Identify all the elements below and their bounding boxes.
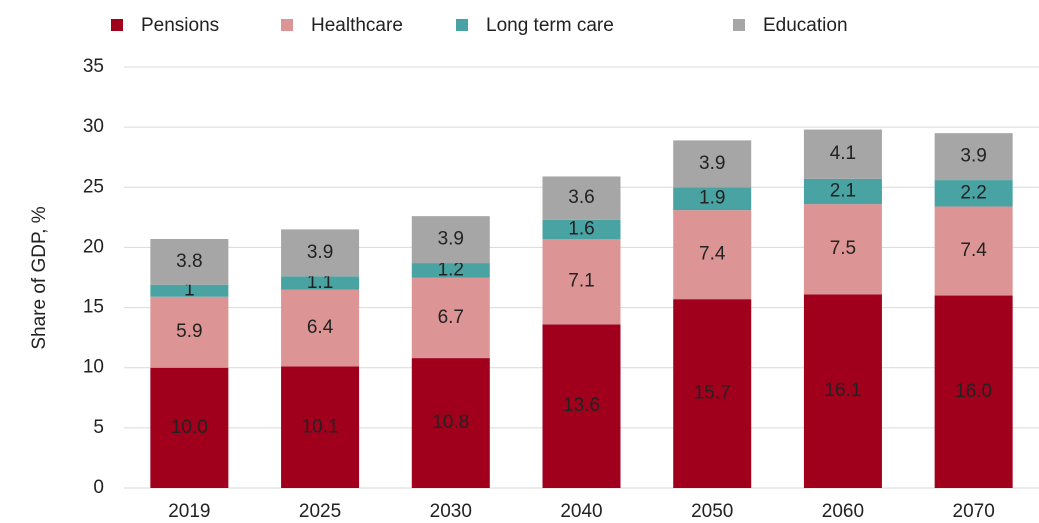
- x-tick-label: 2060: [822, 501, 864, 522]
- bar-segment: [150, 367, 229, 488]
- y-tick-label: 5: [93, 417, 104, 438]
- bar-segment: [673, 210, 752, 300]
- bar-segment: [542, 219, 621, 240]
- x-tick-label: 2025: [299, 501, 341, 522]
- x-tick-label: 2019: [168, 501, 210, 522]
- x-tick-label: 2030: [430, 501, 472, 522]
- value-label: 7.4: [699, 244, 726, 265]
- bar-segment: [411, 277, 490, 359]
- value-label: 7.4: [960, 240, 987, 261]
- bar-segment: [411, 263, 490, 278]
- value-label: 7.5: [830, 238, 856, 259]
- bar-segment: [934, 133, 1013, 181]
- value-label: 4.1: [830, 143, 856, 164]
- value-label: 5.9: [176, 321, 202, 342]
- bar-segment: [934, 180, 1013, 207]
- bar-segment: [542, 239, 621, 325]
- value-label: 3.8: [176, 251, 202, 272]
- bar-segment: [673, 299, 752, 488]
- y-tick-label: 0: [93, 477, 104, 498]
- y-tick-label: 35: [83, 56, 104, 77]
- legend-label: Education: [763, 15, 848, 36]
- value-label: 13.6: [563, 395, 600, 416]
- bar-segment: [673, 140, 752, 188]
- bar-segment: [281, 366, 360, 488]
- value-label: 16.1: [824, 380, 861, 401]
- bar-segment: [803, 178, 882, 205]
- bar-segment: [803, 204, 882, 295]
- value-label: 3.9: [307, 242, 333, 263]
- bar-segment: [411, 216, 490, 264]
- bar-segment: [673, 187, 752, 211]
- value-label: 1.2: [438, 259, 464, 280]
- y-tick-label: 25: [83, 176, 104, 197]
- value-label: 1.6: [568, 218, 594, 239]
- y-tick-label: 30: [83, 116, 104, 137]
- value-label: 1: [184, 280, 195, 301]
- y-tick-label: 20: [83, 236, 104, 257]
- legend-label: Healthcare: [311, 15, 403, 36]
- bar-segment: [281, 289, 360, 367]
- legend-label: Pensions: [141, 15, 219, 36]
- value-label: 2.1: [830, 181, 856, 202]
- legend-swatch: [733, 19, 745, 31]
- bar-segment: [150, 296, 229, 368]
- bar-segment: [281, 276, 360, 290]
- bar-segment: [934, 295, 1013, 488]
- bar-segment: [934, 206, 1013, 296]
- bar-segment: [803, 294, 882, 488]
- x-tick-label: 2070: [953, 501, 995, 522]
- value-label: 7.1: [568, 271, 594, 292]
- y-tick-label: 15: [83, 297, 104, 318]
- bar-segment: [411, 358, 490, 488]
- value-label: 2.2: [960, 182, 986, 203]
- legend-swatch: [281, 19, 293, 31]
- value-label: 10.8: [432, 412, 469, 433]
- y-axis-title: Share of GDP, %: [29, 206, 50, 349]
- bar-segment: [150, 284, 229, 297]
- bar-segment: [150, 239, 229, 285]
- value-label: 10.0: [171, 417, 208, 438]
- legend-swatch: [456, 19, 468, 31]
- value-label: 1.1: [307, 272, 333, 293]
- value-label: 3.6: [568, 187, 594, 208]
- y-tick-label: 10: [83, 357, 104, 378]
- value-label: 6.7: [438, 307, 464, 328]
- value-label: 3.9: [960, 146, 986, 167]
- x-tick-label: 2040: [560, 501, 602, 522]
- bar-segment: [803, 129, 882, 179]
- value-label: 3.9: [699, 153, 725, 174]
- x-tick-label: 2050: [691, 501, 733, 522]
- value-label: 1.9: [699, 188, 725, 209]
- value-label: 10.1: [302, 416, 339, 437]
- legend-swatch: [111, 19, 123, 31]
- bar-segment: [542, 324, 621, 488]
- value-label: 16.0: [955, 381, 992, 402]
- value-label: 15.7: [694, 383, 731, 404]
- value-label: 6.4: [307, 317, 334, 338]
- value-label: 3.9: [438, 229, 464, 250]
- legend-label: Long term care: [486, 15, 614, 36]
- bar-segment: [542, 176, 621, 220]
- bar-segment: [281, 229, 360, 277]
